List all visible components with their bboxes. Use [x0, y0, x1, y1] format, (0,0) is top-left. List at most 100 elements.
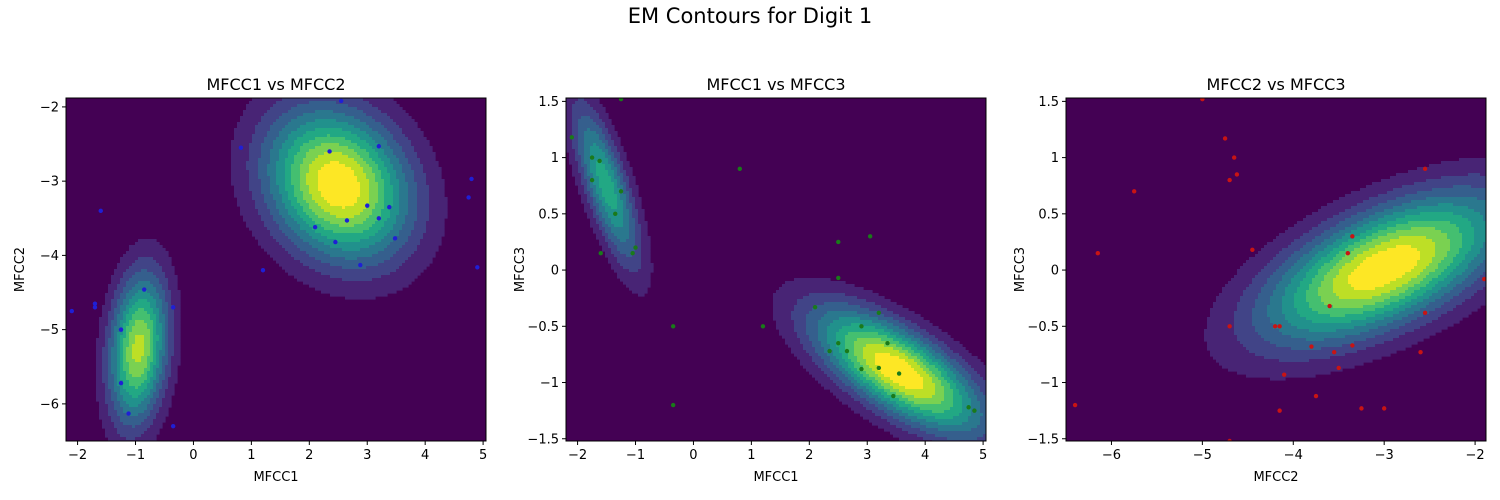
contour-cell: [623, 203, 627, 207]
contour-cell: [602, 230, 606, 234]
contour-cell: [1339, 251, 1352, 255]
contour-cell: [279, 191, 289, 195]
contour-cell: [1297, 287, 1310, 291]
contour-cell: [920, 332, 930, 336]
contour-cell: [854, 398, 867, 402]
contour-cell: [908, 341, 918, 345]
contour-cell: [306, 251, 325, 255]
contour-cell: [249, 170, 259, 174]
contour-cell: [1321, 347, 1367, 351]
contour-cell: [926, 371, 933, 375]
contour-cell: [330, 203, 355, 207]
contour-cell: [279, 185, 286, 189]
contour-cell: [108, 404, 115, 408]
contour-cell: [96, 362, 103, 366]
contour-cell: [1369, 329, 1391, 333]
contour-cell: [1306, 272, 1319, 276]
contour-cell: [833, 362, 840, 366]
contour-cell: [887, 335, 897, 339]
contour-cell: [168, 314, 175, 318]
contour-cell: [1339, 296, 1373, 300]
contour-cell: [866, 371, 876, 375]
contour-cell: [285, 164, 292, 168]
data-point: [387, 204, 392, 210]
contour-cell: [159, 320, 166, 324]
contour-cell: [1456, 266, 1469, 270]
x-tick-label: 4: [921, 448, 929, 463]
contour-cell: [1282, 299, 1295, 303]
contour-cell: [947, 371, 954, 375]
contour-cell: [1438, 263, 1451, 267]
contour-cell: [860, 413, 876, 417]
contour-cell: [638, 293, 645, 297]
contour-cell: [935, 386, 945, 390]
contour-cell: [1465, 278, 1478, 282]
contour-cell: [863, 389, 870, 393]
contour-cell: [249, 155, 262, 159]
contour-cell: [312, 197, 325, 201]
contour-cell: [123, 365, 130, 369]
contour-cell: [593, 215, 600, 219]
contour-cell: [405, 221, 415, 225]
contour-cell: [1459, 230, 1475, 234]
contour-cell: [1372, 233, 1388, 237]
contour-cell: [144, 371, 148, 375]
contour-cell: [156, 290, 166, 294]
contour-cell: [156, 398, 163, 402]
contour-cell: [1300, 284, 1310, 288]
x-tick-label: 2: [805, 448, 813, 463]
contour-cell: [150, 410, 160, 414]
contour-cell: [917, 416, 936, 420]
contour-cell: [270, 161, 277, 165]
contour-cell: [914, 401, 942, 405]
contour-cell: [1303, 278, 1313, 282]
contour-cell: [635, 239, 642, 243]
contour-cell: [357, 107, 379, 111]
contour-cell: [390, 242, 406, 246]
contour-cell: [905, 359, 915, 363]
contour-cell: [426, 176, 442, 180]
contour-cell: [291, 239, 304, 243]
contour-cell: [611, 179, 618, 183]
contour-cell: [1210, 353, 1256, 357]
contour-cell: [1249, 350, 1358, 354]
contour-cell: [309, 140, 352, 144]
contour-cell: [378, 218, 388, 222]
contour-cell: [144, 380, 151, 384]
contour-cell: [162, 266, 175, 270]
contour-cell: [587, 128, 591, 132]
contour-cell: [303, 197, 313, 201]
contour-cell: [881, 323, 894, 327]
contour-cell: [354, 116, 373, 120]
contour-cell: [159, 356, 163, 360]
contour-cell: [318, 179, 358, 183]
contour-cell: [575, 101, 588, 105]
contour-cell: [375, 242, 391, 246]
contour-cell: [156, 377, 160, 381]
contour-cell: [147, 290, 157, 294]
contour-cell: [123, 359, 127, 363]
contour-cell: [288, 194, 295, 198]
contour-cell: [309, 266, 343, 270]
contour-cell: [1324, 302, 1376, 306]
contour-cell: [1477, 290, 1486, 294]
contour-cell: [620, 197, 627, 201]
contour-cell: [417, 182, 427, 186]
contour-cell: [129, 338, 136, 342]
data-point: [1359, 406, 1364, 411]
contour-cell: [174, 332, 181, 336]
contour-cell: [641, 227, 648, 231]
contour-cell: [153, 383, 157, 387]
contour-cell: [1426, 284, 1436, 288]
contour-cell: [372, 116, 391, 120]
data-point: [589, 177, 595, 183]
contour-cell: [1297, 308, 1313, 312]
contour-cell: [114, 380, 118, 384]
contour-cell: [572, 104, 591, 108]
contour-cell: [917, 347, 927, 351]
contour-cell: [1210, 308, 1238, 312]
contour-cell: [1333, 284, 1352, 288]
contour-cell: [105, 332, 112, 336]
contour-cell: [294, 185, 301, 189]
contour-cell: [944, 389, 954, 393]
